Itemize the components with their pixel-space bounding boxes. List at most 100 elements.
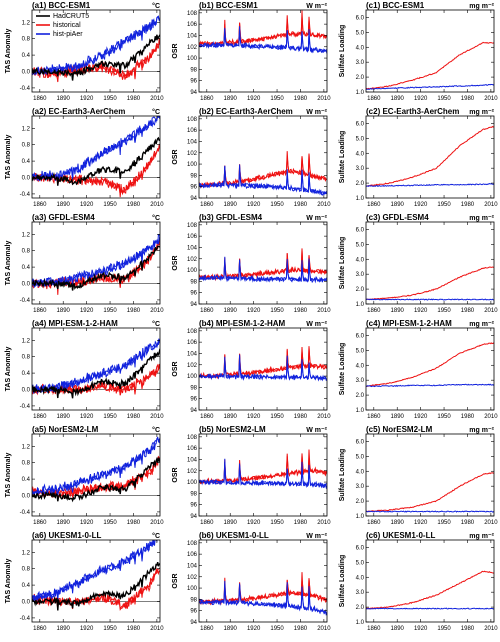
panel-unit: °C — [152, 532, 160, 540]
series-line-historical — [32, 43, 160, 79]
x-tick-label: 1890 — [224, 96, 238, 102]
y-tick-label: 5.0 — [356, 348, 365, 354]
y-tick-label: 106 — [187, 340, 198, 346]
series-line-histpiaer — [199, 458, 327, 488]
y-tick-label: 98 — [190, 173, 197, 179]
panel-16: (a6) UKESM1-0-LL °C TAS Anomaly -0.4 0.0 0.4 0… — [5, 531, 164, 632]
x-tick-label: 1950 — [270, 414, 284, 420]
y-tick-label: 94 — [190, 408, 197, 414]
x-tick-label: 1980 — [127, 626, 141, 632]
x-tick-label: 1920 — [414, 308, 428, 314]
series-line-historical — [366, 342, 494, 387]
y-tick-label: 1.0 — [356, 90, 365, 96]
panel-title: (b6) UKESM1-0-LL — [199, 531, 269, 540]
x-tick-label: 2010 — [150, 96, 164, 102]
y-tick-label: 96 — [190, 79, 197, 85]
x-tick-label: 1950 — [437, 414, 451, 420]
x-tick-label: 1920 — [247, 520, 261, 526]
x-tick-label: 2010 — [150, 520, 164, 526]
x-tick-label: 2010 — [317, 308, 331, 314]
y-tick-label: 2.0 — [356, 75, 365, 81]
y-tick-label: 100 — [187, 56, 198, 62]
y-tick-label: 4.0 — [356, 575, 365, 581]
panel-3: (c1) BCC-ESM1 mg m⁻² Sulfate Loading 1.0 2.0… — [339, 1, 498, 102]
panel-11: (b4) MPI-ESM-1-2-HAM W m⁻² OSR 94 96 98 100 102… — [172, 319, 331, 420]
y-tick-label: 4.0 — [356, 469, 365, 475]
panel-unit: W m⁻² — [306, 533, 327, 540]
x-tick-label: 1890 — [391, 96, 405, 102]
y-tick-label: 98 — [190, 279, 197, 285]
panel-title: (a5) NorESM2-LM — [32, 425, 99, 434]
panel-17: (b6) UKESM1-0-LL W m⁻² OSR 94 96 98 100 102 104 1… — [172, 531, 331, 632]
x-tick-label: 1980 — [461, 308, 475, 314]
series-line-hadcrut — [32, 136, 160, 186]
series-line-historical — [199, 346, 327, 379]
y-tick-label: 104 — [187, 457, 198, 463]
x-tick-label: 2010 — [150, 202, 164, 208]
y-tick-label: 108 — [187, 435, 198, 441]
x-tick-label: 1950 — [270, 202, 284, 208]
x-tick-label: 1860 — [200, 96, 214, 102]
panel-5: (b2) EC-Earth3-AerChem W m⁻² OSR 94 96 98 100 1… — [172, 107, 331, 208]
y-tick-label: -0.4 — [20, 510, 31, 516]
y-tick-label: 0.8 — [22, 567, 31, 573]
x-tick-label: 1950 — [437, 520, 451, 526]
panel-title: (b5) NorESM2-LM — [199, 425, 266, 434]
x-tick-label: 1980 — [461, 96, 475, 102]
x-tick-label: 1980 — [127, 520, 141, 526]
y-tick-label: 0.4 — [22, 477, 31, 483]
y-tick-label: 98 — [190, 597, 197, 603]
x-tick-label: 1950 — [437, 308, 451, 314]
panel-unit: W m⁻² — [306, 215, 327, 222]
y-tick-label: 6.0 — [356, 15, 365, 21]
y-axis-label: TAS Anomaly — [5, 29, 12, 74]
series-line-histpiaer — [199, 29, 327, 54]
x-tick-label: 1920 — [247, 308, 261, 314]
y-tick-label: 3.0 — [356, 272, 365, 278]
y-tick-label: 108 — [187, 329, 198, 335]
panel-13: (a5) NorESM2-LM °C TAS Anomaly -0.4 0.0 0.4 0.… — [5, 425, 164, 526]
x-tick-label: 1860 — [200, 308, 214, 314]
y-axis-label: OSR — [172, 43, 179, 58]
plot-frame — [198, 9, 328, 93]
x-tick-label: 1980 — [127, 202, 141, 208]
x-tick-label: 2010 — [484, 96, 498, 102]
x-tick-label: 1890 — [224, 202, 238, 208]
y-tick-label: 102 — [187, 151, 198, 157]
y-tick-label: 98 — [190, 385, 197, 391]
x-tick-label: 2010 — [317, 414, 331, 420]
series-line-hadcrut — [32, 456, 160, 503]
x-tick-label: 1950 — [103, 520, 117, 526]
x-tick-label: 1950 — [103, 96, 117, 102]
y-tick-label: 94 — [190, 514, 197, 520]
y-tick-label: 6.0 — [356, 333, 365, 339]
series-line-historical — [366, 472, 494, 513]
series-line-historical — [199, 151, 327, 188]
y-tick-label: 0.0 — [22, 388, 31, 394]
x-tick-label: 1860 — [367, 626, 381, 632]
y-tick-label: 96 — [190, 609, 197, 615]
x-tick-label: 1980 — [461, 626, 475, 632]
series-line-histpiaer — [199, 26, 327, 54]
y-tick-label: 0.0 — [22, 282, 31, 288]
series-line-historical — [199, 153, 327, 189]
y-tick-label: 6.0 — [356, 439, 365, 445]
plot-frame — [198, 327, 328, 411]
x-tick-label: 1920 — [80, 626, 94, 632]
x-tick-label: 1920 — [247, 414, 261, 420]
panel-title: (c6) UKESM1-0-LL — [366, 531, 435, 540]
x-tick-label: 1860 — [367, 96, 381, 102]
y-tick-label: -0.4 — [20, 298, 31, 304]
panel-10: (a4) MPI-ESM-1-2-HAM °C TAS Anomaly -0.4 0.0… — [5, 319, 164, 420]
x-tick-label: 1920 — [80, 414, 94, 420]
y-tick-label: 100 — [187, 480, 198, 486]
series-line-hadcrut — [32, 245, 160, 291]
x-tick-label: 1890 — [224, 414, 238, 420]
plot-frame — [365, 115, 495, 199]
series-line-histpiaer — [366, 383, 494, 388]
series-line-histpiaer — [366, 298, 494, 301]
panel-unit: °C — [152, 426, 160, 434]
x-tick-label: 1920 — [414, 202, 428, 208]
x-tick-label: 1890 — [224, 308, 238, 314]
y-tick-label: 0.4 — [22, 53, 31, 59]
